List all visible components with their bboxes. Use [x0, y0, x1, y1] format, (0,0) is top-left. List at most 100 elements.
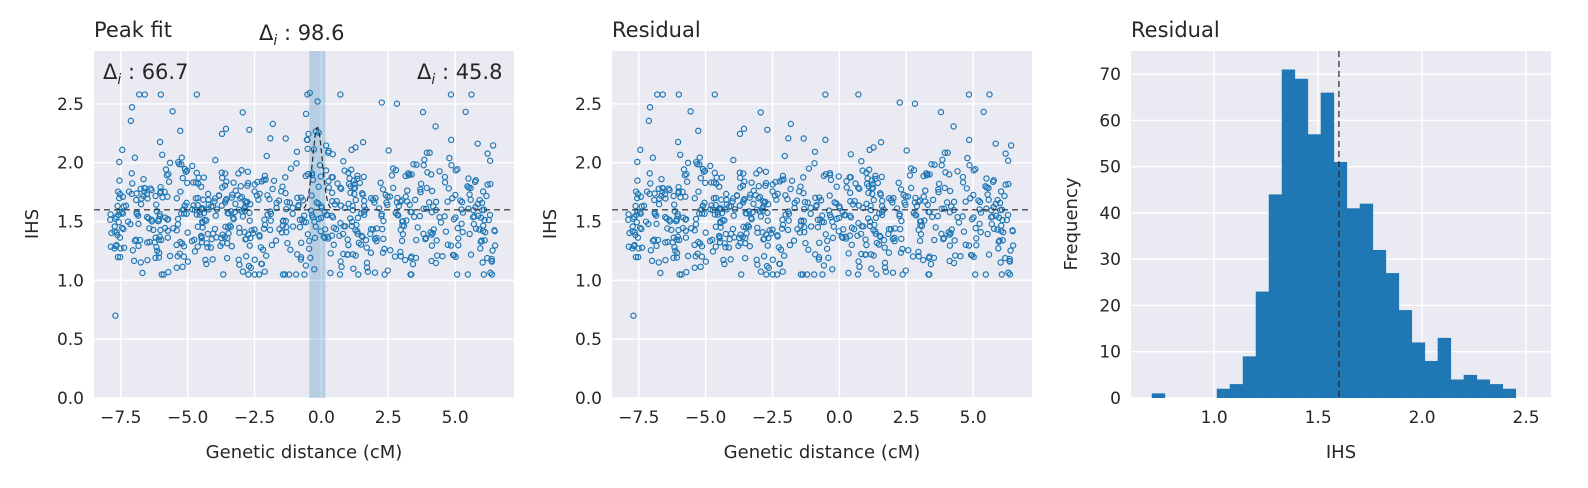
histogram-bar [1307, 134, 1322, 398]
data-point [655, 259, 662, 266]
data-point [115, 219, 123, 226]
data-point [990, 225, 998, 232]
data-point [872, 172, 879, 179]
data-point [254, 178, 261, 186]
data-point [774, 233, 781, 240]
data-point [982, 271, 990, 278]
data-point [990, 177, 998, 184]
data-point [401, 256, 409, 264]
data-point [721, 260, 728, 268]
data-point [289, 223, 297, 230]
data-point [137, 185, 144, 193]
data-point [204, 244, 211, 251]
data-point [158, 236, 165, 244]
data-point [634, 177, 641, 184]
x-tick-labels: −7.5 −5.0 −2.5 0.0 2.5 5.0 [100, 408, 469, 428]
data-point [699, 165, 707, 173]
data-point [946, 187, 954, 195]
data-point [866, 146, 873, 154]
data-point [146, 225, 153, 232]
data-point [722, 244, 729, 251]
data-point [756, 193, 764, 201]
data-point [787, 185, 794, 193]
data-point [673, 249, 681, 257]
data-point [730, 212, 737, 219]
data-point [414, 224, 421, 231]
data-point [115, 194, 123, 202]
data-point [327, 269, 334, 277]
data-point [163, 172, 171, 179]
histogram-bar [1255, 291, 1270, 398]
data-point [915, 253, 922, 260]
data-point [876, 190, 884, 197]
data-point [472, 225, 480, 232]
data-point [917, 218, 924, 225]
data-point [296, 216, 304, 224]
data-point [664, 225, 671, 232]
data-point [165, 178, 173, 185]
data-point [977, 209, 985, 216]
data-point [634, 158, 641, 166]
data-point [742, 209, 749, 217]
data-point [489, 247, 496, 254]
data-point [951, 237, 958, 244]
data-point [930, 254, 938, 262]
data-point [447, 136, 455, 144]
data-point [670, 254, 677, 262]
data-point [113, 213, 120, 221]
data-point [681, 172, 689, 179]
data-point [203, 260, 210, 268]
data-point [959, 173, 967, 181]
data-point [995, 245, 1002, 252]
data-point [477, 214, 485, 221]
data-point [780, 252, 788, 259]
data-point [984, 230, 991, 238]
data-point [303, 136, 311, 143]
data-point [928, 161, 935, 168]
data-point [679, 188, 686, 196]
data-point [354, 172, 361, 179]
data-point [478, 199, 486, 207]
data-point [675, 91, 683, 98]
data-point [668, 226, 675, 234]
data-point [270, 177, 278, 184]
data-point [662, 195, 669, 202]
data-point [377, 179, 384, 187]
data-point [931, 236, 938, 244]
data-point [447, 91, 455, 98]
data-point [633, 219, 641, 226]
y-axis-label: Frequency [1061, 177, 1082, 270]
data-point [756, 167, 763, 174]
data-point [764, 217, 771, 224]
data-point [218, 174, 226, 182]
data-point [468, 91, 475, 98]
data-point [850, 225, 858, 233]
data-point [222, 125, 230, 133]
data-point [986, 91, 993, 98]
histogram-bar [1502, 388, 1517, 398]
data-point [239, 213, 247, 220]
data-point [736, 174, 744, 182]
data-point [826, 192, 833, 199]
data-point [193, 169, 200, 177]
data-point [239, 109, 246, 116]
data-point [895, 179, 902, 187]
data-point [297, 256, 305, 263]
data-point [245, 231, 252, 238]
data-point [323, 211, 330, 219]
data-point [107, 216, 114, 223]
data-point [769, 271, 776, 278]
data-point [973, 235, 980, 242]
data-point [462, 108, 469, 116]
data-point [800, 189, 807, 197]
data-point [120, 225, 127, 233]
data-point [166, 159, 174, 167]
data-point [846, 189, 854, 197]
data-point [428, 171, 435, 178]
data-point [645, 117, 653, 125]
data-point [478, 237, 485, 244]
data-point [379, 186, 387, 193]
data-point [814, 216, 822, 224]
data-point [816, 239, 823, 247]
data-point [1006, 255, 1013, 263]
